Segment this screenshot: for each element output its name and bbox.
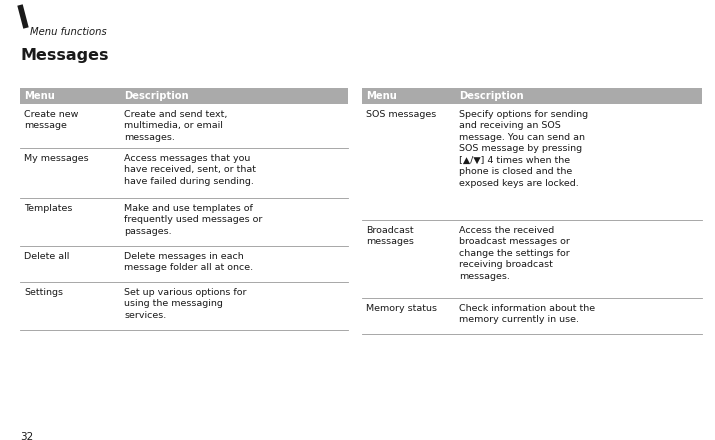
Text: Memory status: Memory status: [366, 304, 437, 313]
Text: Check information about the
memory currently in use.: Check information about the memory curre…: [459, 304, 595, 324]
Text: Access the received
broadcast messages or
change the settings for
receiving broa: Access the received broadcast messages o…: [459, 226, 570, 281]
Text: Description: Description: [124, 91, 189, 101]
Text: Broadcast
messages: Broadcast messages: [366, 226, 414, 246]
Bar: [20, 88, 348, 104]
Text: Messages: Messages: [20, 48, 109, 63]
Text: SOS messages: SOS messages: [366, 110, 436, 119]
Text: Access messages that you
have received, sent, or that
have failed during sending: Access messages that you have received, …: [124, 154, 256, 186]
Text: Create new
message: Create new message: [24, 110, 79, 130]
Bar: [362, 88, 702, 104]
Text: Delete messages in each
message folder all at once.: Delete messages in each message folder a…: [124, 252, 253, 272]
Text: Menu: Menu: [24, 91, 55, 101]
Text: Specify options for sending
and receiving an SOS
message. You can send an
SOS me: Specify options for sending and receivin…: [459, 110, 588, 188]
Text: Menu functions: Menu functions: [30, 27, 107, 37]
Text: Delete all: Delete all: [24, 252, 69, 261]
Text: Menu: Menu: [366, 91, 397, 101]
Text: My messages: My messages: [24, 154, 89, 163]
Text: Description: Description: [459, 91, 523, 101]
Text: 32: 32: [20, 432, 34, 440]
Text: Templates: Templates: [24, 204, 72, 213]
Text: Make and use templates of
frequently used messages or
passages.: Make and use templates of frequently use…: [124, 204, 262, 236]
Text: Create and send text,
multimedia, or email
messages.: Create and send text, multimedia, or ema…: [124, 110, 227, 142]
Text: Set up various options for
using the messaging
services.: Set up various options for using the mes…: [124, 288, 247, 320]
Text: Settings: Settings: [24, 288, 63, 297]
